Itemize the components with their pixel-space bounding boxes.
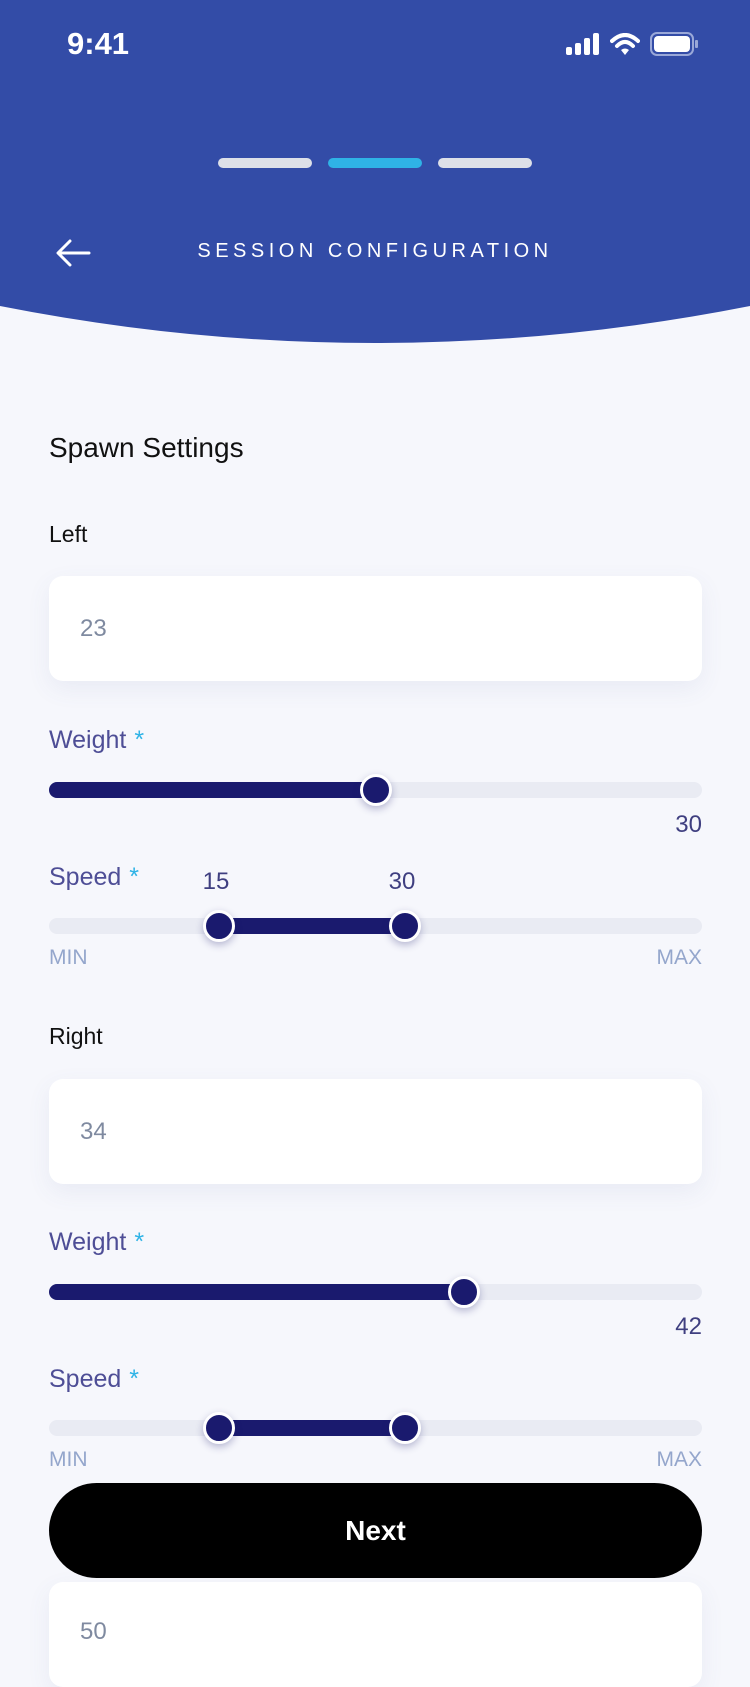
- left-speed-low-value: 15: [202, 868, 230, 895]
- right-weight-slider[interactable]: [49, 1276, 702, 1308]
- section-title: Spawn Settings: [49, 432, 244, 463]
- next-field-input[interactable]: 50: [49, 1582, 702, 1687]
- required-asterisk: *: [129, 863, 140, 891]
- progress-step-2-active: [328, 158, 422, 168]
- speed-label-text: Speed: [49, 863, 122, 891]
- right-speed-range-slider[interactable]: [49, 1412, 702, 1444]
- left-speed-high-value: 30: [388, 868, 416, 895]
- wifi-icon: [610, 33, 640, 55]
- battery-icon: [650, 32, 698, 56]
- min-label: MIN: [49, 1448, 88, 1471]
- slider-thumb[interactable]: [447, 1276, 480, 1308]
- slider-fill: [49, 782, 376, 798]
- required-asterisk: *: [134, 1228, 145, 1256]
- status-icons: [566, 32, 698, 56]
- left-speed-label: Speed *: [49, 863, 139, 892]
- speed-label-text: Speed: [49, 1365, 122, 1393]
- range-fill: [218, 918, 405, 934]
- next-field-value: 50: [80, 1618, 107, 1645]
- left-label: Left: [49, 521, 88, 547]
- right-weight-label: Weight *: [49, 1228, 144, 1257]
- progress-step-1: [218, 158, 312, 168]
- min-label: MIN: [49, 946, 88, 969]
- range-thumb-high[interactable]: [388, 910, 421, 942]
- progress-step-3: [438, 158, 532, 168]
- next-button[interactable]: Next: [49, 1483, 702, 1578]
- max-label: MAX: [656, 946, 702, 969]
- left-weight-slider[interactable]: [49, 774, 702, 806]
- range-thumb-low[interactable]: [202, 910, 235, 942]
- left-weight-value: 30: [675, 811, 702, 838]
- header: 9:41 SESSION CONFIGURATION: [0, 0, 750, 345]
- arrow-left-icon[interactable]: [55, 238, 91, 268]
- slider-thumb[interactable]: [359, 774, 392, 806]
- header-background: [0, 0, 750, 343]
- required-asterisk: *: [134, 726, 145, 754]
- right-weight-value: 42: [675, 1313, 702, 1340]
- left-speed-range-slider[interactable]: [49, 910, 702, 942]
- slider-fill: [49, 1284, 464, 1300]
- weight-label-text: Weight: [49, 1228, 127, 1256]
- right-label: Right: [49, 1023, 103, 1049]
- required-asterisk: *: [129, 1365, 140, 1393]
- range-thumb-high[interactable]: [388, 1412, 421, 1444]
- max-label: MAX: [656, 1448, 702, 1471]
- signal-icon: [566, 33, 599, 55]
- right-input[interactable]: 34: [49, 1079, 702, 1184]
- page-title: SESSION CONFIGURATION: [197, 240, 553, 262]
- status-time: 9:41: [67, 26, 130, 61]
- left-weight-label: Weight *: [49, 726, 144, 755]
- range-fill: [218, 1420, 405, 1436]
- weight-label-text: Weight: [49, 726, 127, 754]
- progress-steps: [218, 158, 532, 168]
- range-thumb-low[interactable]: [202, 1412, 235, 1444]
- right-speed-label: Speed *: [49, 1365, 139, 1394]
- left-input[interactable]: 23: [49, 576, 702, 681]
